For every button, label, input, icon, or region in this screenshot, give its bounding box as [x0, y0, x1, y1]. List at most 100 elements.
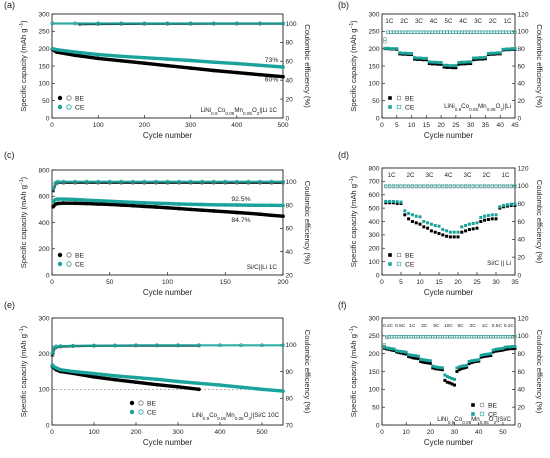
data-point [404, 30, 408, 34]
data-point [475, 30, 479, 34]
data-point [452, 185, 456, 189]
data-point [404, 51, 408, 55]
data-point [501, 30, 505, 34]
data-point [188, 179, 193, 184]
panel-c: (c) 0 50 100 150 200 0 200 400 600 800 20 40 60 80 100 C… [4, 150, 312, 297]
y-tick-label: 200 [38, 351, 49, 358]
data-point [486, 213, 490, 217]
rate-label: 5C [458, 323, 465, 329]
data-point [404, 352, 408, 356]
y2-axis-label: Coulombic efficiency (%) [303, 330, 312, 414]
data-point [415, 30, 420, 34]
data-point [395, 200, 399, 204]
x-axis-label: Cycle number [424, 438, 474, 447]
data-point [422, 184, 426, 188]
data-point [445, 65, 449, 69]
data-point [437, 224, 441, 228]
rate-label: 2C [407, 172, 415, 179]
data-point [411, 356, 415, 360]
x-tick-label: 400 [231, 122, 242, 129]
series-efficiency-ce [50, 343, 285, 355]
data-point [96, 21, 101, 26]
legend-marker-filled [57, 261, 63, 267]
data-point [401, 30, 405, 34]
y2-tick-label: 60 [518, 369, 526, 376]
rate-label: 1C [504, 18, 512, 25]
data-point [58, 367, 63, 372]
data-point [235, 210, 239, 215]
data-point [439, 62, 443, 66]
series-efficiency-ce [50, 21, 285, 26]
legend-marker-filled [388, 253, 392, 257]
data-point [429, 222, 433, 226]
data-point [484, 352, 488, 356]
data-point [483, 30, 487, 34]
data-point [448, 30, 452, 34]
data-point [383, 46, 387, 50]
data-point [498, 30, 502, 34]
legend-marker-hollow [138, 400, 144, 406]
data-point [142, 55, 147, 60]
data-point [479, 185, 483, 189]
data-point [475, 30, 479, 34]
data-point [403, 184, 407, 188]
data-point [388, 185, 392, 189]
data-point [491, 350, 495, 354]
rate-label: 1C [388, 172, 396, 179]
data-point [486, 354, 490, 358]
data-point [54, 344, 59, 349]
data-point [507, 30, 511, 34]
cell-footnote: LiNi0.9Co0.05Mn0.05O2||Li 1C [200, 107, 277, 116]
data-point [460, 62, 464, 66]
data-point [84, 201, 89, 206]
x-axis-label: Cycle number [424, 288, 474, 297]
data-point [403, 209, 407, 213]
data-point [414, 184, 418, 188]
data-point [418, 30, 422, 34]
y2-axis-label: Coulombic efficiency (%) [303, 181, 312, 265]
data-point [494, 217, 498, 221]
data-point [73, 197, 77, 202]
data-point [96, 179, 101, 184]
legend-label: CE [75, 104, 85, 111]
data-point [504, 47, 508, 51]
data-point [281, 203, 285, 208]
data-point [426, 358, 430, 362]
data-point [142, 61, 147, 66]
data-point [427, 30, 431, 34]
data-point [281, 389, 285, 393]
x-tick-label: 0 [380, 122, 384, 129]
data-point [501, 47, 505, 51]
y-tick-label: 100 [368, 387, 379, 394]
rate-label: 3C [464, 172, 472, 179]
data-point [507, 47, 511, 51]
series-capacity-be [51, 201, 285, 218]
data-point [416, 354, 420, 358]
data-point [410, 213, 414, 217]
data-point [483, 214, 487, 218]
data-point [467, 222, 471, 226]
data-point [426, 184, 430, 188]
legend-marker-hollow [66, 252, 72, 258]
legend-marker-filled [471, 412, 475, 416]
data-point [472, 30, 476, 34]
y-tick-label: 100 [38, 387, 49, 394]
data-point [92, 375, 96, 379]
x-tick-label: 15 [435, 279, 443, 286]
data-point [410, 30, 414, 34]
y2-tick-label: 120 [518, 315, 529, 322]
data-point [428, 359, 432, 363]
data-point [445, 229, 449, 233]
data-point [467, 228, 471, 232]
data-point [391, 184, 395, 188]
data-point [455, 370, 459, 373]
data-point [73, 53, 77, 58]
x-tick-label: 30 [492, 279, 500, 286]
data-point [389, 47, 393, 51]
data-point [469, 30, 473, 34]
data-point [429, 185, 433, 189]
data-point [441, 184, 445, 188]
data-point [433, 224, 437, 228]
legend-marker-hollow [479, 402, 485, 408]
data-point [96, 56, 100, 61]
